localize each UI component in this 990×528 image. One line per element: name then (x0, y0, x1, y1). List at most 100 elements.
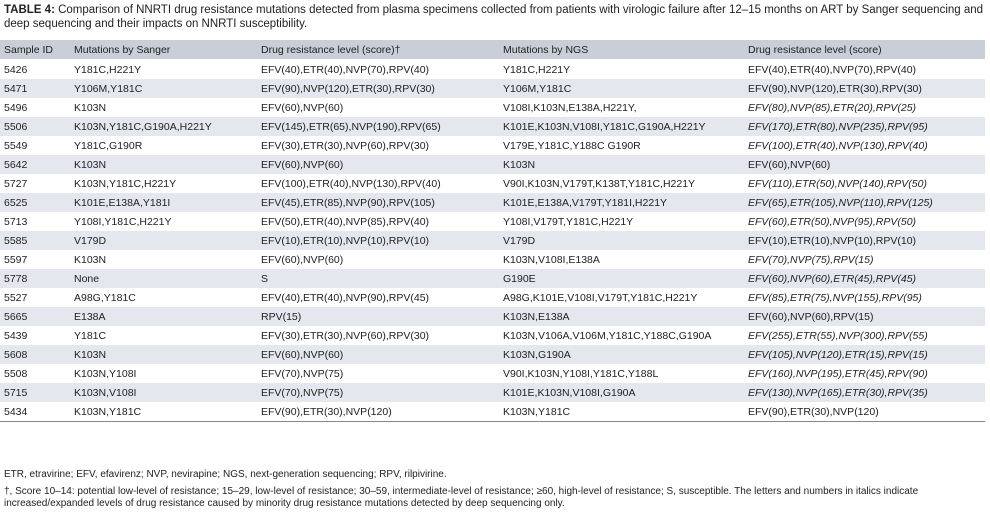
table-cell: K103N (74, 101, 107, 114)
table-cell: K103N (70, 155, 257, 174)
table-cell: Y181C,H221Y (74, 63, 142, 76)
table-cell: EFV(90),NVP(120),ETR(30),RPV(30) (257, 79, 499, 98)
table-cell: 5439 (4, 329, 28, 342)
table-row: 5434 K103N,Y181C EFV(90),ETR(30),NVP(120) K… (0, 402, 985, 422)
table-cell: 5471 (0, 79, 70, 98)
table-cell: EFV(45),ETR(85),NVP(90),RPV(105) (257, 193, 499, 212)
footnote: ETR, etravirine; EFV, efavirenz; NVP, ne… (4, 469, 447, 480)
table-cell: V90I,K103N,Y108I,Y181C,Y188L (503, 367, 659, 380)
table-cell: K103N,Y181C,H221Y (74, 177, 177, 190)
caption-text: Comparison of NNRTI drug resistance muta… (4, 4, 984, 30)
header-cell: Mutations by Sanger (70, 40, 257, 60)
table-cell: 5665 (0, 307, 70, 326)
table-cell: Y106M,Y181C (70, 79, 257, 98)
table-cell: EFV(60),ETR(50),NVP(95),RPV(50) (748, 215, 917, 228)
table-cell: 5506 (0, 117, 70, 136)
table-cell: EFV(70),NVP(75) (257, 383, 499, 402)
table-cell: EFV(10),ETR(10),NVP(10),RPV(10) (744, 231, 985, 250)
table-cell: 5727 (4, 177, 28, 190)
table-cell: Y108I,V179T,Y181C,H221Y (503, 215, 634, 228)
footnote: †, Score 10–14: potential low-level of r… (4, 485, 919, 510)
table-caption: TABLE 4: Comparison of NNRTI drug resist… (4, 3, 984, 31)
footnotes: ETR, etravirine; EFV, efavirenz; NVP, ne… (4, 469, 984, 515)
table-cell: None (70, 269, 257, 288)
table-cell: 5713 (4, 215, 28, 228)
table-cell: RPV(15) (257, 307, 499, 326)
table-cell: 5585 (0, 231, 70, 250)
table-cell: EFV(60),NVP(60) (261, 101, 344, 114)
table-cell: 6525 (0, 193, 70, 212)
table-row: 5549 Y181C,G190R EFV(30),ETR(30),NVP(60),R… (0, 136, 985, 155)
table-cell: K103N,V106A,V106M,Y181C,Y188C,G190A (503, 329, 712, 342)
table-row: 5496 K103N EFV(60),NVP(60) V108I,K103N,E138… (0, 98, 985, 117)
table-row: 5778 None S G190E EFV(60),NVP(60),ETR(45),RP… (0, 269, 985, 288)
table-cell: EFV(65),ETR(105),NVP(110),RPV(125) (744, 193, 985, 212)
table-cell: K103N,V108I,E138A (503, 253, 600, 266)
table-row: 5585 V179D EFV(10),ETR(10),NVP(10),RPV(10)… (0, 231, 985, 250)
table-cell: EFV(160),NVP(195),ETR(45),RPV(90) (748, 367, 928, 380)
table-row: 5426 Y181C,H221Y EFV(40),ETR(40),NVP(70),R… (0, 60, 985, 80)
table-cell: V108I,K103N,E138A,H221Y, (503, 101, 637, 114)
table-cell: EFV(90),ETR(30),NVP(120) (261, 405, 392, 418)
caption-label: TABLE 4: (4, 4, 55, 16)
table-cell: EFV(40),ETR(40),NVP(70),RPV(40) (261, 63, 430, 76)
table-row: 5715 K103N,V108I EFV(70),NVP(75) K101E,K103… (0, 383, 985, 402)
table-cell: E138A (70, 307, 257, 326)
table-cell: EFV(90),NVP(120),ETR(30),RPV(30) (744, 79, 985, 98)
table-cell: Y181C,G190R (74, 139, 143, 152)
table-cell: V179D (70, 231, 257, 250)
table-cell: EFV(170),ETR(80),NVP(235),RPV(95) (744, 117, 985, 136)
table-cell: 5715 (0, 383, 70, 402)
table-cell: EFV(60),NVP(60) (744, 155, 985, 174)
table-cell: EFV(255),ETR(55),NVP(300),RPV(55) (748, 329, 928, 342)
table-cell: 5527 (4, 291, 28, 304)
table-cell: 5597 (4, 253, 28, 266)
table-cell: G190E (499, 269, 744, 288)
table-row: 5665 E138A RPV(15) K103N,E138A EFV(60),NVP(6… (0, 307, 985, 326)
table-row: 5508 K103N,Y108I EFV(70),NVP(75) V90I,K103N… (0, 364, 985, 383)
table-cell: K103N,Y108I (74, 367, 137, 380)
table-cell: EFV(40),ETR(40),NVP(90),RPV(45) (261, 291, 430, 304)
header-cell: Mutations by NGS (499, 40, 744, 60)
table-cell: EFV(145),ETR(65),NVP(190),RPV(65) (257, 117, 499, 136)
table-cell: K101E,E138A,Y181I (70, 193, 257, 212)
table-cell: 5426 (4, 63, 28, 76)
table-cell: EFV(60),NVP(60) (261, 253, 344, 266)
table-cell: EFV(85),ETR(75),NVP(155),RPV(95) (748, 291, 922, 304)
table-cell: EFV(100),ETR(40),NVP(130),RPV(40) (748, 139, 928, 152)
table-cell: EFV(30),ETR(30),NVP(60),RPV(30) (261, 139, 430, 152)
table-row: 5597 K103N EFV(60),NVP(60) K103N,V108I,E138… (0, 250, 985, 269)
data-table: Sample ID Mutations by Sanger Drug resista… (0, 40, 985, 422)
table-row: 6525 K101E,E138A,Y181I EFV(45),ETR(85),NVP… (0, 193, 985, 212)
table-cell: K103N,V108I (70, 383, 257, 402)
table-cell: EFV(50),ETR(40),NVP(85),RPV(40) (261, 215, 430, 228)
table-cell: EFV(105),NVP(120),ETR(15),RPV(15) (744, 345, 985, 364)
table-cell: 5778 (0, 269, 70, 288)
table-row: 5713 Y108I,Y181C,H221Y EFV(50),ETR(40),NVP… (0, 212, 985, 231)
table-cell: EFV(10),ETR(10),NVP(10),RPV(10) (257, 231, 499, 250)
table-cell: K101E,K103N,V108I,Y181C,G190A,H221Y (499, 117, 744, 136)
table-cell: 5508 (4, 367, 28, 380)
header-cell: Drug resistance level (score)† (257, 40, 499, 60)
table-row: 5439 Y181C EFV(30),ETR(30),NVP(60),RPV(30)… (0, 326, 985, 345)
table-cell: EFV(130),NVP(165),ETR(30),RPV(35) (744, 383, 985, 402)
table-cell: 5608 (0, 345, 70, 364)
table-cell: K101E,K103N,V108I,G190A (499, 383, 744, 402)
table-cell: EFV(70),NVP(75) (261, 367, 344, 380)
table-cell: EFV(90),ETR(30),NVP(120) (748, 405, 879, 418)
table-cell: K103N (499, 155, 744, 174)
table-cell: A98G,K101E,V108I,V179T,Y181C,H221Y (503, 291, 698, 304)
table-cell: K103N,Y181C (503, 405, 571, 418)
table-cell: EFV(60),NVP(60),RPV(15) (744, 307, 985, 326)
table-cell: V179E,Y181C,Y188C G190R (503, 139, 641, 152)
table-cell: K103N,E138A (499, 307, 744, 326)
table-cell: 5434 (4, 405, 28, 418)
table-row: 5471 Y106M,Y181C EFV(90),NVP(120),ETR(30),… (0, 79, 985, 98)
table-body: 5426 Y181C,H221Y EFV(40),ETR(40),NVP(70),R… (0, 60, 985, 422)
table-cell: V179D (499, 231, 744, 250)
table-cell: EFV(100),ETR(40),NVP(130),RPV(40) (261, 177, 441, 190)
header-row: Sample ID Mutations by Sanger Drug resista… (0, 40, 985, 60)
table-cell: EFV(60),NVP(60),ETR(45),RPV(45) (744, 269, 985, 288)
table-cell: EFV(40),ETR(40),NVP(70),RPV(40) (748, 63, 917, 76)
